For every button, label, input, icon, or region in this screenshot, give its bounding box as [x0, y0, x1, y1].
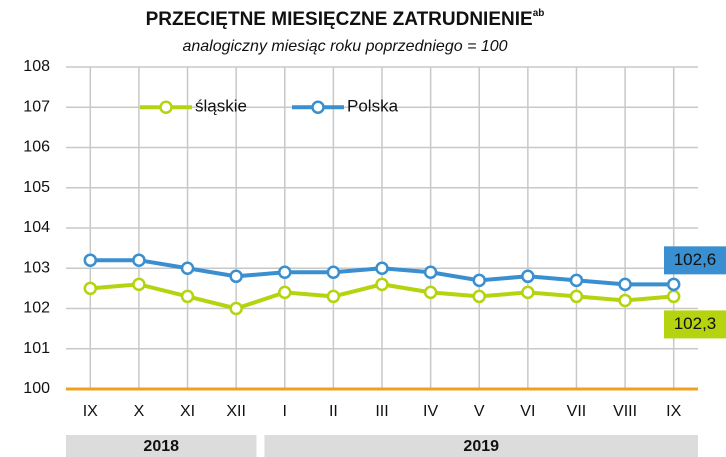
point	[180, 261, 195, 275]
point	[423, 265, 438, 280]
y-tick-label: 106	[23, 139, 50, 156]
x-tick-label: V	[474, 403, 485, 420]
point	[132, 277, 146, 292]
point	[521, 269, 535, 284]
point	[618, 293, 632, 308]
point	[375, 261, 389, 275]
y-tick-label: 104	[23, 219, 50, 236]
point	[278, 265, 292, 280]
y-tick-label: 108	[23, 58, 50, 75]
x-tick-label: IV	[423, 403, 438, 420]
point	[569, 289, 584, 304]
point	[472, 289, 486, 304]
y-tick-label: 102	[23, 300, 50, 317]
y-tick-label: 107	[23, 98, 50, 115]
point	[83, 281, 98, 296]
year-label: 2019	[463, 438, 499, 455]
point	[180, 289, 195, 304]
point	[472, 273, 486, 288]
year-band	[66, 435, 257, 457]
x-tick-label: VI	[520, 403, 535, 420]
y-tick-label: 105	[23, 179, 50, 196]
value-label: 102,3	[674, 314, 717, 333]
y-tick-label: 101	[23, 340, 50, 357]
point	[375, 277, 389, 292]
x-tick-label: IX	[666, 403, 681, 420]
x-tick-label: XI	[180, 403, 195, 420]
point	[618, 277, 632, 292]
point	[83, 253, 98, 267]
x-tick-label: X	[134, 403, 145, 420]
legend-marker	[159, 100, 173, 114]
x-tick-label: XII	[226, 403, 246, 420]
title-superscript: ab	[533, 8, 545, 19]
x-tick-label: I	[283, 403, 287, 420]
point	[326, 289, 341, 304]
point	[423, 285, 438, 300]
x-tick-label: VIII	[613, 403, 637, 420]
x-tick-label: IX	[83, 403, 98, 420]
point	[666, 277, 681, 292]
point	[326, 265, 341, 280]
value-label-box	[664, 246, 726, 275]
legend-label: śląskie	[195, 97, 247, 116]
point	[229, 269, 243, 284]
point	[666, 289, 681, 304]
chart-title: PRZECIĘTNE MIESIĘCZNE ZATRUDNIENIEab	[146, 8, 545, 30]
title-text: PRZECIĘTNE MIESIĘCZNE ZATRUDNIENIE	[146, 9, 533, 30]
chart-subtitle: analogiczny miesiąc roku poprzedniego = …	[182, 38, 507, 55]
point	[278, 285, 292, 300]
y-tick-label: 103	[23, 259, 50, 276]
year-band	[264, 435, 698, 457]
x-tick-label: VII	[567, 403, 587, 420]
point	[132, 253, 146, 267]
point	[569, 273, 584, 288]
point	[229, 301, 243, 316]
legend-label: Polska	[347, 97, 399, 116]
point	[521, 285, 535, 300]
legend-marker	[311, 100, 325, 114]
x-tick-label: III	[375, 403, 388, 420]
year-label: 2018	[143, 438, 179, 455]
value-label: 102,6	[674, 250, 717, 269]
x-tick-label: II	[329, 403, 338, 420]
y-tick-label: 100	[23, 380, 50, 397]
value-label-box	[664, 310, 726, 339]
